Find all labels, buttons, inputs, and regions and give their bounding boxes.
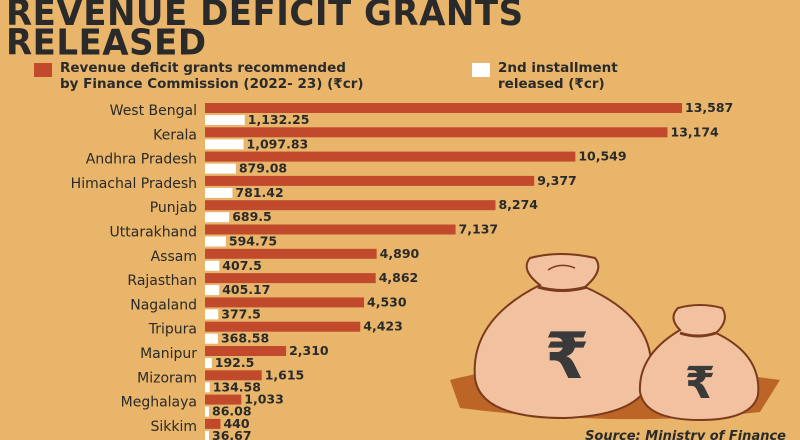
bar-grant-label: 9,377 [537, 173, 577, 188]
bar-grant-label: 13,174 [671, 124, 720, 139]
bar-grant-label: 440 [223, 416, 249, 431]
bar-installment [205, 115, 245, 125]
category-label: Kerala [153, 127, 197, 143]
bar-installment-label: 689.5 [232, 209, 272, 224]
bar-grant [205, 418, 221, 429]
bar-installment [205, 285, 220, 296]
category-label: Rajasthan [127, 273, 197, 289]
rupee-symbol-large: ₹ [545, 320, 590, 394]
rupee-symbol-small: ₹ [685, 358, 716, 409]
bar-installment-label: 405.17 [222, 282, 270, 297]
bar-installment-label: 781.42 [235, 185, 283, 200]
legend-label-installment-line-2: released (₹cr) [498, 76, 605, 92]
bar-grant [205, 103, 682, 113]
bar-installment-label: 1,097.83 [247, 136, 309, 151]
bar-installment-label: 86.08 [212, 404, 252, 419]
bar-installment-label: 368.58 [221, 331, 269, 346]
bar-installment [205, 358, 212, 368]
category-label: Nagaland [130, 297, 197, 313]
bar-installment [205, 139, 244, 150]
bar-installment [205, 187, 233, 198]
bar-installment-label: 1,132.25 [248, 112, 310, 127]
legend-swatch-installment [472, 63, 490, 77]
source-note: Source: Ministry of Finance [585, 429, 786, 440]
bar-installment [205, 163, 236, 174]
bar-installment [205, 333, 218, 344]
bar-grant [205, 248, 377, 259]
bar-installment [205, 309, 219, 320]
bar-installment-label: 407.5 [222, 258, 262, 273]
bar-grant [205, 273, 376, 284]
money-bags-rupee-icon [450, 253, 780, 422]
bar-grant [205, 151, 576, 162]
bar-grant-label: 1,033 [244, 392, 284, 407]
legend-label-grants-line-1: Revenue deficit grants recommended [60, 60, 346, 76]
bar-installment-label: 879.08 [239, 161, 287, 176]
bar-grant-label: 10,549 [578, 149, 626, 164]
bar-installment [205, 260, 220, 271]
bar-installment-label: 192.5 [215, 355, 255, 370]
category-label: Assam [151, 249, 197, 265]
bar-installment [205, 236, 226, 247]
bar-grant [205, 321, 361, 332]
bar-grant [205, 346, 287, 356]
bar-grant-label: 4,530 [367, 294, 407, 309]
category-label: Mizoram [137, 370, 197, 386]
bar-grant [205, 297, 365, 308]
bar-installment-label: 36.67 [212, 428, 252, 440]
bar-grant [205, 127, 668, 138]
bar-installment-label: 377.5 [221, 306, 261, 321]
chart-title-line-2: RELEASED [6, 21, 207, 64]
bar-installment-label: 594.75 [229, 234, 277, 249]
bar-grant-label: 7,137 [459, 222, 499, 237]
legend-item-installment: 2nd installment released (₹cr) [472, 60, 618, 92]
chart-title-line-1: REVENUE DEFICIT GRANTS [6, 0, 524, 35]
legend-item-grants: Revenue deficit grants recommended by Fi… [34, 60, 364, 92]
legend-label-installment-line-1: 2nd installment [498, 60, 618, 76]
legend-swatch-grants [34, 63, 52, 77]
chart-title: REVENUE DEFICIT GRANTS RELEASED [6, 0, 524, 64]
bar-grant-label: 4,862 [379, 270, 419, 285]
bar-grant-label: 2,310 [289, 343, 329, 358]
bar-installment [205, 382, 210, 393]
bar-installment [205, 212, 230, 223]
category-label: Andhra Pradesh [86, 152, 197, 168]
bar-grant-label: 4,423 [363, 319, 403, 334]
bar-grant [205, 370, 262, 381]
bar-grant-label: 8,274 [498, 197, 538, 212]
bar-grant-label: 1,615 [265, 367, 305, 382]
category-label: Uttarakhand [110, 225, 197, 241]
category-label: Manipur [140, 346, 197, 362]
category-label: Tripura [148, 322, 197, 338]
category-label: Punjab [150, 200, 197, 216]
bar-installment [205, 406, 209, 417]
bar-grant [205, 224, 456, 235]
category-label: Meghalaya [121, 395, 197, 411]
category-label: West Bengal [110, 103, 197, 119]
bar-grant [205, 394, 242, 405]
bar-installment [205, 430, 209, 440]
legend-label-grants-line-2: by Finance Commission (2022- 23) (₹cr) [60, 76, 364, 92]
bar-grant-label: 4,890 [380, 246, 420, 261]
bar-grant [205, 175, 535, 186]
bar-grant [205, 200, 496, 211]
bar-grant-label: 13,587 [685, 100, 733, 115]
category-label: Sikkim [150, 419, 197, 435]
bar-installment-label: 134.58 [213, 379, 261, 394]
category-label: Himachal Pradesh [71, 176, 197, 192]
